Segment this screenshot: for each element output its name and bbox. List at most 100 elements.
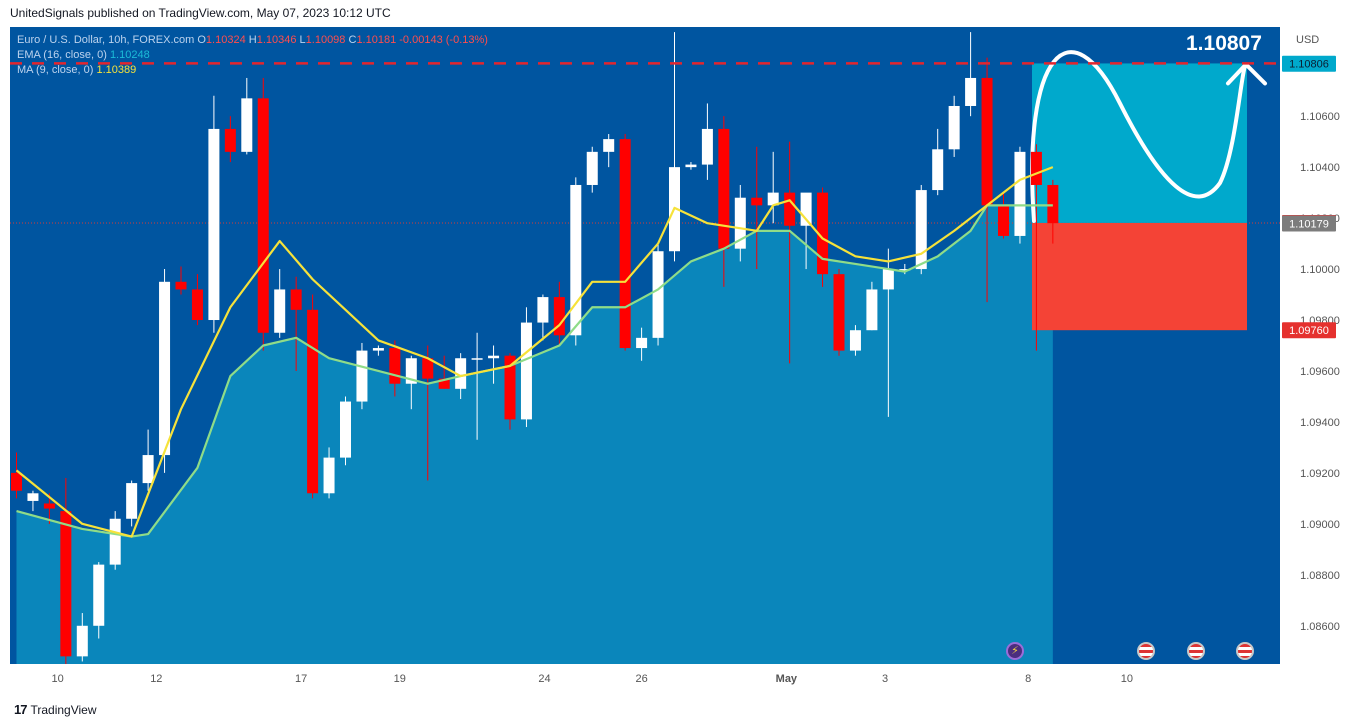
- candle-body: [175, 281, 187, 290]
- candle-body: [915, 190, 927, 270]
- legend-ema-value: 1.10248: [109, 49, 150, 61]
- candle-body: [126, 483, 138, 519]
- candle-body: [356, 350, 368, 402]
- axis-currency-label: USD: [1296, 34, 1320, 46]
- candle-body: [701, 128, 713, 165]
- candle-body: [965, 77, 977, 106]
- time-tick-label: 24: [538, 673, 550, 685]
- legend-ma-row: MA (9, close, 0) 1.10389: [17, 63, 488, 78]
- candle-body: [340, 401, 351, 458]
- legend-close: 1.10181: [356, 34, 397, 46]
- candle-body: [603, 139, 615, 152]
- time-tick-label: 8: [1025, 673, 1031, 685]
- candle-body: [570, 184, 582, 336]
- price-tick-label: 1.10000: [1300, 264, 1340, 276]
- time-tick-label: 12: [150, 673, 162, 685]
- attribution-text: UnitedSignals published on TradingView.c…: [10, 6, 391, 20]
- candle-body: [488, 355, 500, 359]
- candle-body: [257, 98, 269, 333]
- price-axis-background: [1280, 27, 1343, 691]
- time-tick-label: 17: [295, 673, 307, 685]
- tradingview-brand[interactable]: TradingView: [30, 702, 97, 717]
- candle-body: [866, 289, 878, 331]
- projection-curve: [1030, 50, 1247, 223]
- candle-body: [652, 251, 664, 338]
- chart-legend: Euro / U.S. Dollar, 10h, FOREX.com O1.10…: [17, 33, 488, 78]
- legend-high: 1.10346: [256, 34, 297, 46]
- candle-body: [208, 128, 220, 321]
- price-tick-label: 1.10600: [1300, 111, 1340, 123]
- candle-body: [553, 297, 565, 336]
- time-tick-label: 19: [394, 673, 406, 685]
- legend-ema-row: EMA (16, close, 0) 1.10248: [17, 48, 488, 63]
- legend-change: -0.00143 (-0.13%): [399, 34, 488, 46]
- us-flag-icon[interactable]: [1236, 642, 1254, 660]
- candle-body: [109, 518, 121, 565]
- candle-body: [767, 192, 779, 206]
- footer: 17 TradingView: [14, 702, 97, 717]
- ma-line: [15, 166, 1054, 538]
- price-tick-label: 1.08800: [1300, 570, 1340, 582]
- ema-line: [16, 204, 1053, 538]
- legend-low: 1.10098: [305, 34, 346, 46]
- candle-body: [734, 197, 746, 249]
- candle-body: [800, 192, 812, 226]
- legend-ma-label: MA (9, close, 0): [17, 64, 94, 76]
- target-price-label: 1.10807: [1186, 32, 1262, 55]
- candle-body: [159, 281, 171, 456]
- time-tick-label: 10: [1121, 673, 1133, 685]
- legend-high-key: H: [248, 34, 257, 46]
- price-label: 1.10806: [1289, 59, 1329, 71]
- tradingview-logo-icon: 17: [14, 702, 28, 717]
- candle-body: [290, 289, 302, 310]
- candle-body: [636, 337, 648, 349]
- flash-icon[interactable]: ⚡: [1006, 642, 1024, 660]
- candle-body: [1014, 151, 1026, 236]
- us-flag-icon[interactable]: [1187, 642, 1205, 660]
- legend-symbol: Euro / U.S. Dollar, 10h, FOREX.com: [17, 34, 195, 46]
- price-label-box: [1282, 55, 1336, 72]
- target-zone: [1032, 63, 1247, 223]
- candle-body: [274, 289, 286, 333]
- ema-area: [16, 205, 1053, 665]
- price-tick-label: 1.10400: [1300, 162, 1340, 174]
- time-tick-label: 10: [52, 673, 64, 685]
- candle-body: [438, 378, 450, 389]
- candle-body: [323, 457, 335, 494]
- candle-body: [11, 472, 22, 491]
- candle-body: [142, 455, 154, 484]
- legend-ma-value: 1.10389: [96, 64, 137, 76]
- candle-body: [372, 348, 384, 351]
- price-label: 1.10179: [1289, 218, 1329, 230]
- candle-body: [191, 289, 203, 321]
- legend-ema-label: EMA (16, close, 0): [17, 49, 107, 61]
- legend-open: 1.10324: [205, 34, 246, 46]
- candle-body: [405, 358, 417, 384]
- candle-body: [520, 322, 532, 420]
- price-label: 1.09760: [1289, 325, 1329, 337]
- legend-low-key: L: [299, 34, 306, 46]
- candle-body: [784, 192, 796, 226]
- candle-body: [817, 192, 829, 275]
- candle-body: [685, 164, 697, 168]
- candle-body: [76, 625, 88, 657]
- price-tick-label: 1.09600: [1300, 366, 1340, 378]
- candle-body: [932, 149, 944, 191]
- candle-body: [241, 98, 253, 152]
- candle-body: [751, 197, 763, 206]
- time-tick-label: 3: [882, 673, 888, 685]
- legend-open-key: O: [197, 34, 206, 46]
- price-tick-label: 1.09400: [1300, 417, 1340, 429]
- candle-body: [586, 151, 598, 185]
- candle-body: [60, 511, 72, 657]
- candle-body: [27, 493, 39, 501]
- candle-body: [504, 355, 516, 420]
- price-chart[interactable]: 1.08600 1.08800 1.09000 1.09200 1.09400 1.096…: [10, 27, 1343, 691]
- candle-body: [882, 269, 894, 290]
- legend-close-key: C: [348, 34, 357, 46]
- candle-body: [1030, 151, 1042, 185]
- time-tick-label: May: [776, 673, 798, 685]
- us-flag-icon[interactable]: [1137, 642, 1155, 660]
- legend-symbol-row: Euro / U.S. Dollar, 10h, FOREX.com O1.10…: [17, 33, 488, 48]
- candle-body: [389, 348, 401, 384]
